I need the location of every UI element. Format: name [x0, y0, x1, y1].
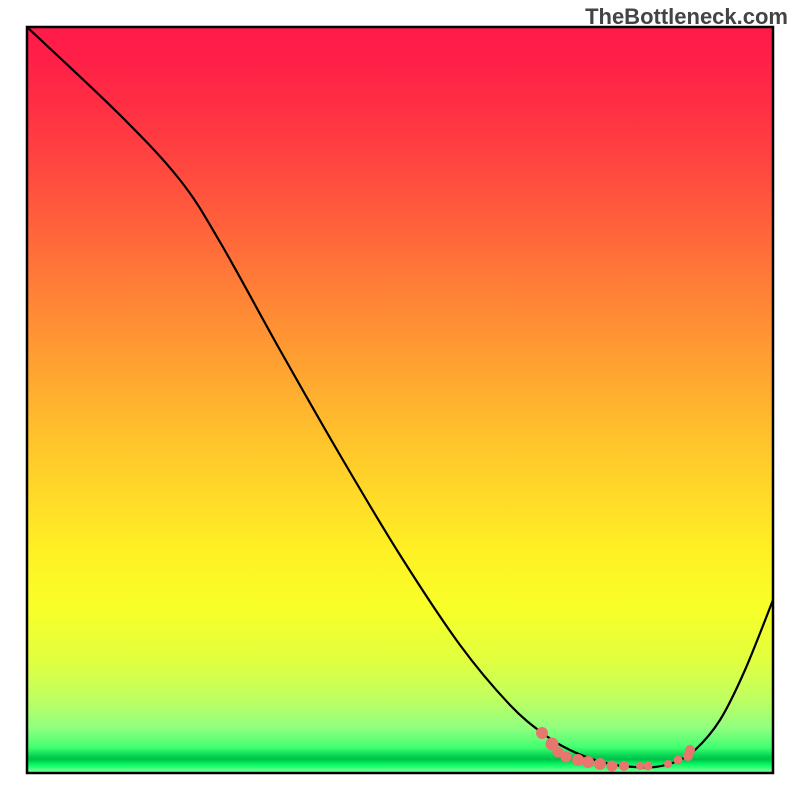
marker-point — [582, 756, 594, 768]
marker-point — [572, 754, 584, 766]
marker-point — [685, 745, 695, 755]
chart-container: TheBottleneck.com — [0, 0, 800, 800]
watermark-text: TheBottleneck.com — [585, 4, 788, 30]
marker-point — [536, 727, 548, 739]
marker-point — [607, 761, 618, 772]
marker-point — [674, 756, 683, 765]
marker-point — [644, 762, 653, 771]
marker-point — [664, 760, 672, 768]
marker-point — [619, 761, 629, 771]
marker-point — [561, 752, 572, 763]
plot-background — [27, 27, 773, 773]
bottleneck-chart — [0, 0, 800, 800]
marker-point — [594, 758, 606, 770]
marker-point — [636, 762, 644, 770]
